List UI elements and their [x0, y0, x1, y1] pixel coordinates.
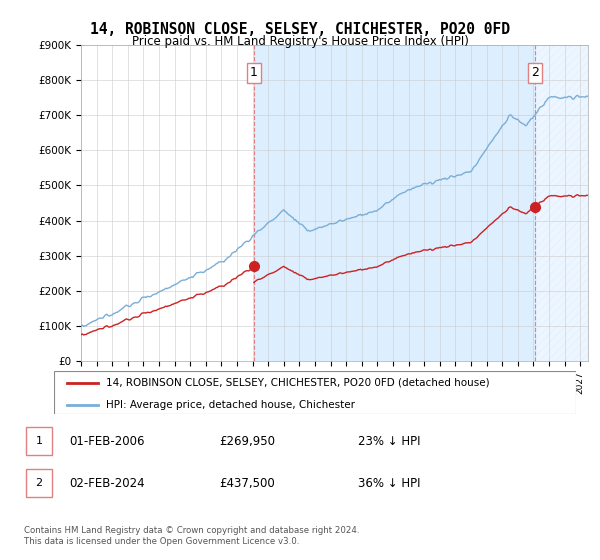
Text: 2: 2 — [531, 67, 539, 80]
FancyBboxPatch shape — [26, 427, 52, 455]
Text: 14, ROBINSON CLOSE, SELSEY, CHICHESTER, PO20 0FD: 14, ROBINSON CLOSE, SELSEY, CHICHESTER, … — [90, 22, 510, 38]
FancyBboxPatch shape — [26, 469, 52, 497]
Text: £269,950: £269,950 — [220, 435, 275, 448]
Text: 36% ↓ HPI: 36% ↓ HPI — [358, 477, 420, 490]
Text: 23% ↓ HPI: 23% ↓ HPI — [358, 435, 420, 448]
Text: 14, ROBINSON CLOSE, SELSEY, CHICHESTER, PO20 0FD (detached house): 14, ROBINSON CLOSE, SELSEY, CHICHESTER, … — [106, 377, 490, 388]
Text: HPI: Average price, detached house, Chichester: HPI: Average price, detached house, Chic… — [106, 400, 355, 410]
Text: 1: 1 — [250, 67, 258, 80]
Text: 2: 2 — [35, 478, 43, 488]
Text: Price paid vs. HM Land Registry's House Price Index (HPI): Price paid vs. HM Land Registry's House … — [131, 35, 469, 48]
Text: £437,500: £437,500 — [220, 477, 275, 490]
Text: 1: 1 — [35, 436, 43, 446]
Text: 01-FEB-2006: 01-FEB-2006 — [70, 435, 145, 448]
FancyBboxPatch shape — [54, 371, 576, 414]
Text: Contains HM Land Registry data © Crown copyright and database right 2024.
This d: Contains HM Land Registry data © Crown c… — [24, 526, 359, 546]
Bar — [535, 45, 588, 361]
Bar — [254, 45, 535, 361]
Text: 02-FEB-2024: 02-FEB-2024 — [70, 477, 145, 490]
